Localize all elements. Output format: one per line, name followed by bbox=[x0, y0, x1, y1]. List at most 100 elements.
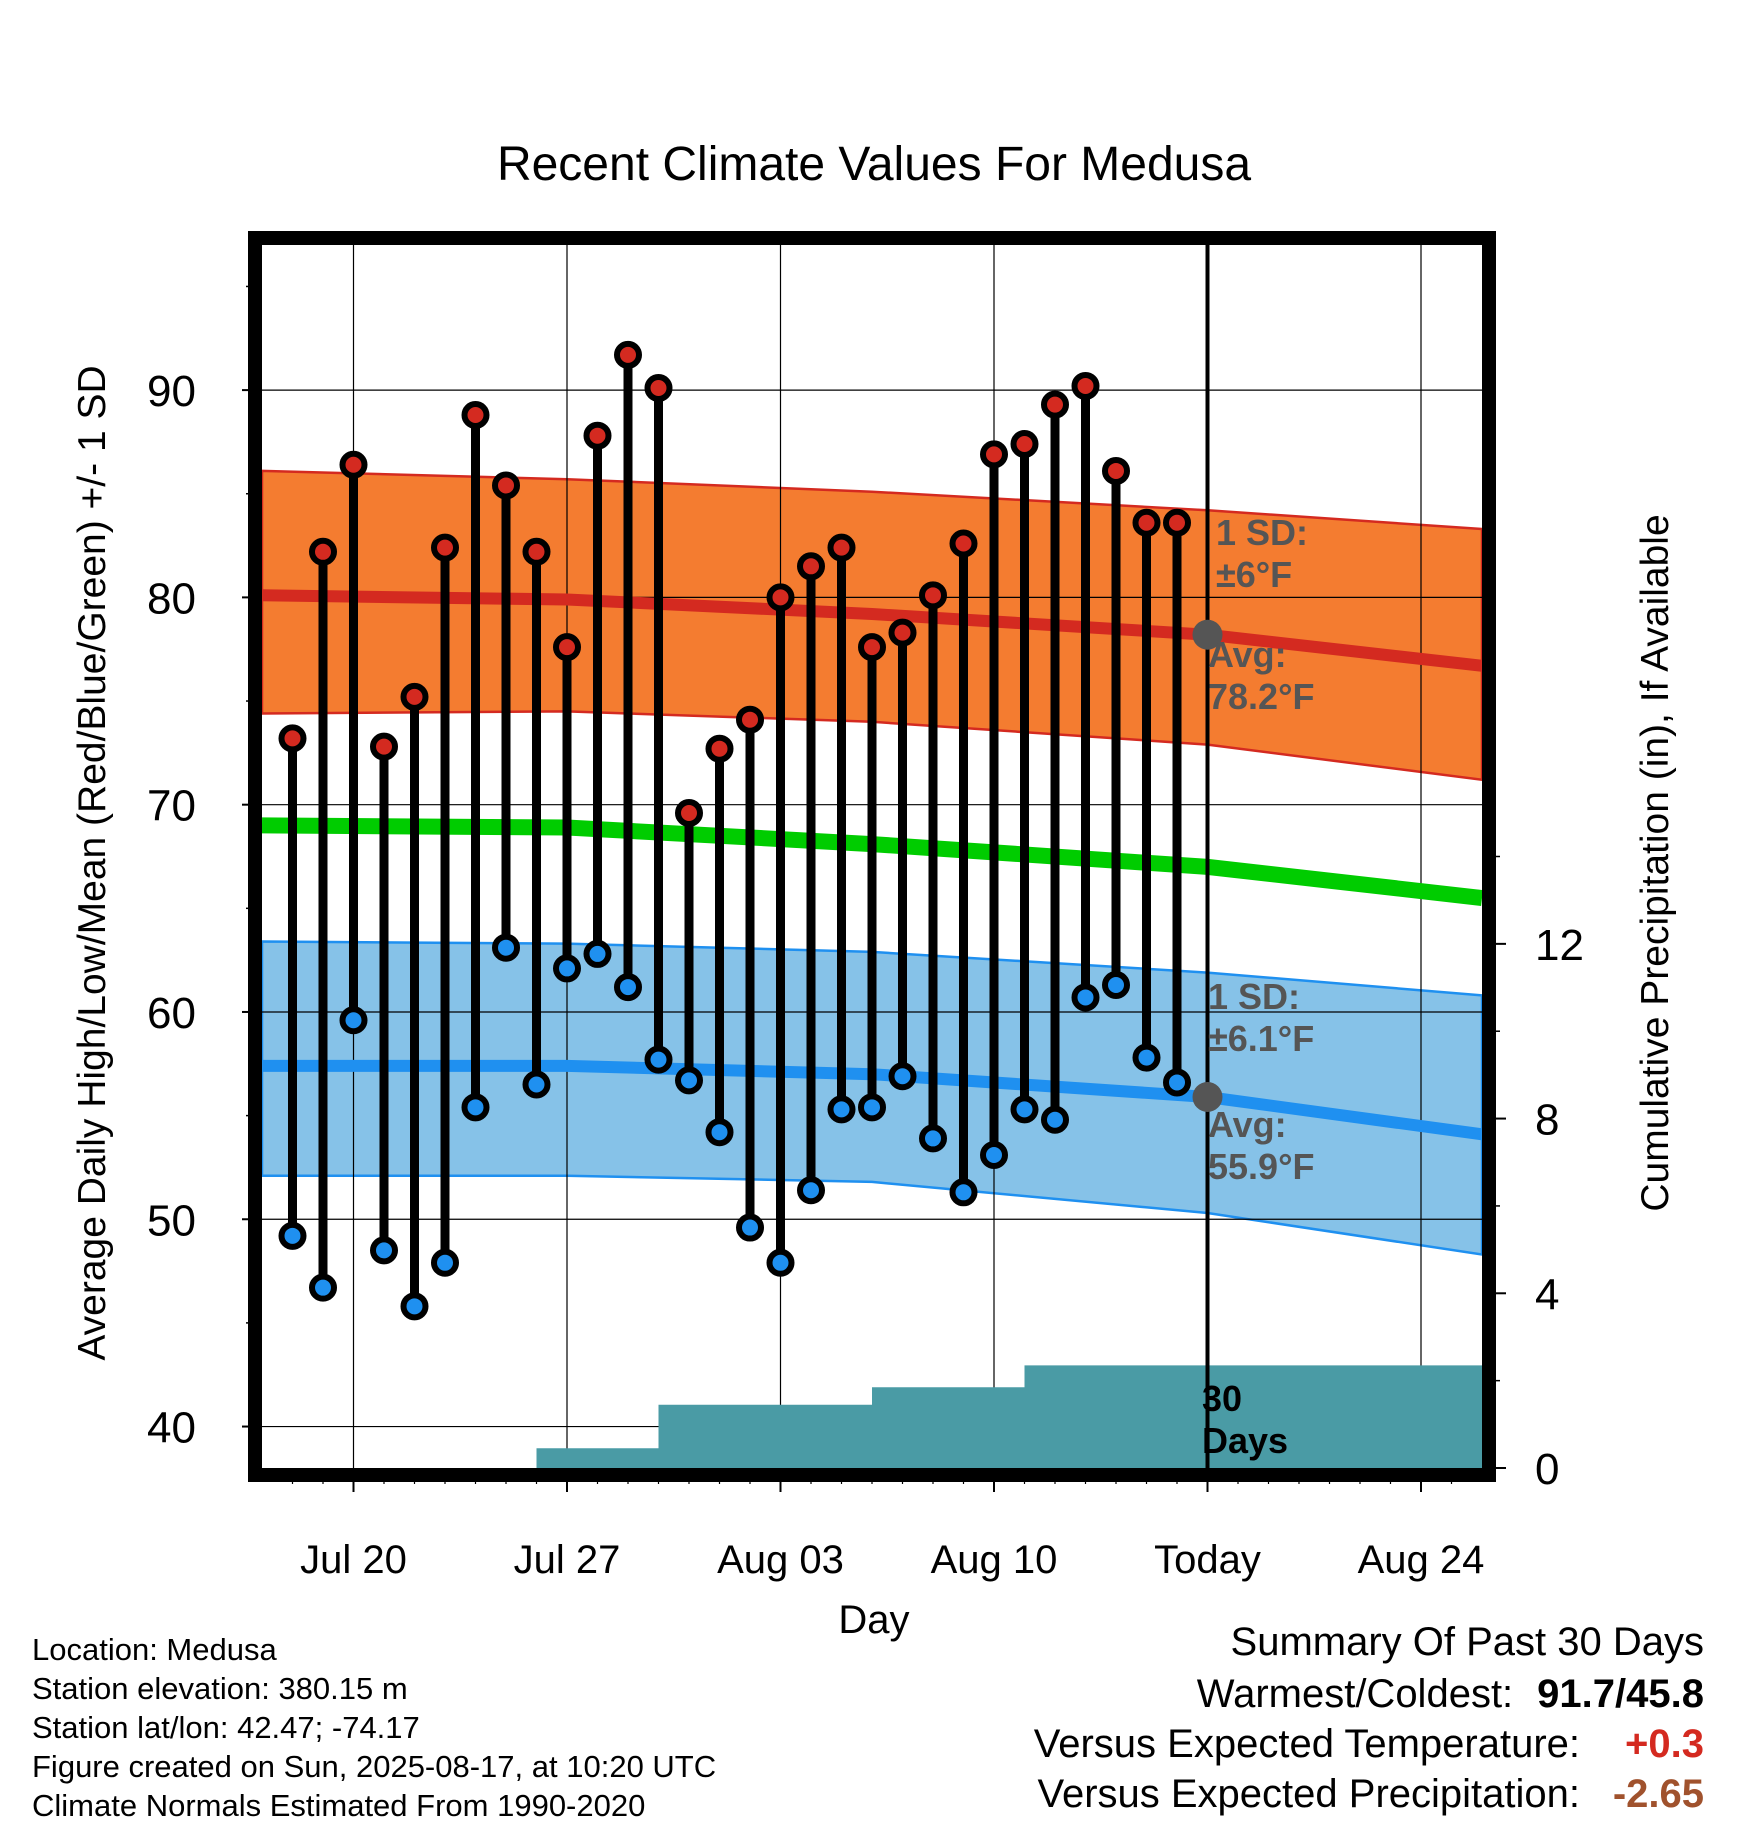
y2-tick-label: 0 bbox=[1535, 1445, 1559, 1494]
high-temp-point bbox=[949, 529, 978, 558]
high-temp-point bbox=[736, 705, 764, 734]
chart-title: Recent Climate Values For Medusa bbox=[497, 138, 1251, 191]
low-temp-point bbox=[1041, 1105, 1069, 1134]
days-annotation: 30 Days bbox=[1202, 1378, 1288, 1461]
info-location: Location: Medusa bbox=[32, 1632, 277, 1667]
high-temp-point bbox=[431, 533, 459, 562]
today-avg-low-marker bbox=[1192, 1081, 1223, 1112]
x-axis-label: Day bbox=[838, 1598, 909, 1642]
precipitation-value: -2.65 bbox=[1612, 1772, 1704, 1816]
high-temp-point bbox=[919, 581, 947, 610]
high-temp-point bbox=[461, 400, 490, 429]
y-tick-label: 40 bbox=[147, 1404, 196, 1453]
high-temp-point bbox=[858, 633, 886, 662]
y2-tick-label: 12 bbox=[1535, 921, 1584, 970]
low-temp-point bbox=[888, 1062, 917, 1091]
high-temp-point bbox=[278, 724, 307, 753]
low-temp-point bbox=[614, 973, 642, 1002]
low-temp-point bbox=[1132, 1043, 1161, 1072]
low-temp-point bbox=[919, 1124, 947, 1153]
summary-temperature: Versus Expected Temperature: +0.3 bbox=[1034, 1722, 1704, 1767]
y-tick-label: 50 bbox=[147, 1196, 196, 1245]
warmest-coldest-label: Warmest/Coldest: bbox=[1196, 1672, 1514, 1716]
high-temp-point bbox=[766, 583, 795, 612]
low-temp-point bbox=[1163, 1068, 1191, 1097]
low-temp-point bbox=[675, 1066, 703, 1095]
high-temp-point bbox=[827, 533, 856, 562]
low-temp-point bbox=[766, 1248, 795, 1277]
high-temp-point bbox=[370, 732, 398, 761]
low-temp-point bbox=[644, 1045, 673, 1074]
y2-axis-label: Cumulative Precipitation (in), If Availa… bbox=[1634, 514, 1677, 1211]
info-normals: Climate Normals Estimated From 1990-2020 bbox=[32, 1788, 646, 1823]
x-tick-label: Today bbox=[1154, 1538, 1261, 1582]
y-axis-label: Average Daily High/Low/Mean (Red/Blue/Gr… bbox=[71, 365, 114, 1360]
high-avg-annotation: Avg: 78.2°F bbox=[1208, 634, 1314, 717]
high-temp-point bbox=[492, 471, 520, 500]
y2-tick-label: 8 bbox=[1535, 1096, 1559, 1145]
low-sd-annotation: 1 SD: ±6.1°F bbox=[1208, 976, 1314, 1059]
low-temp-point bbox=[553, 954, 581, 983]
x-tick-label: Aug 03 bbox=[717, 1538, 844, 1582]
precip-area bbox=[262, 1365, 1482, 1468]
high-temp-point bbox=[339, 450, 368, 479]
high-temp-point bbox=[705, 734, 734, 763]
today-avg-high-marker bbox=[1192, 619, 1223, 650]
low-temp-point bbox=[492, 933, 520, 962]
high-temp-point bbox=[644, 374, 673, 403]
x-tick-label: Jul 20 bbox=[300, 1538, 407, 1582]
summary-precipitation: Versus Expected Precipitation: -2.65 bbox=[1037, 1772, 1704, 1817]
high-temp-point bbox=[522, 537, 551, 566]
avg-high-line bbox=[262, 589, 1482, 672]
plot-inner: 1 SD: ±6°F Avg: 78.2°F 1 SD: ±6.1°F Avg: 55.9°F… bbox=[262, 245, 1482, 1468]
low-temp-point bbox=[1071, 983, 1100, 1012]
x-tick-label: Jul 27 bbox=[514, 1538, 621, 1582]
y2-tick-label: 4 bbox=[1535, 1270, 1559, 1319]
low-temp-point bbox=[858, 1093, 886, 1122]
summary-title: Summary Of Past 30 Days bbox=[1230, 1620, 1704, 1664]
warmest-coldest-value: 91.7/45.8 bbox=[1537, 1672, 1704, 1716]
low-avg-annotation: Avg: 55.9°F bbox=[1208, 1104, 1314, 1187]
summary-warmest-coldest: Warmest/Coldest: 91.7/45.8 bbox=[1197, 1672, 1704, 1717]
high-temp-point bbox=[614, 340, 642, 369]
low-temp-point bbox=[400, 1292, 429, 1321]
high-temp-point bbox=[1071, 371, 1100, 400]
low-temp-point bbox=[827, 1095, 856, 1124]
plot-area: 1 SD: ±6°F Avg: 78.2°F 1 SD: ±6.1°F Avg: 55.9°F… bbox=[147, 231, 1584, 1582]
low-temp-point bbox=[1102, 971, 1130, 1000]
low-temp-point bbox=[1010, 1095, 1039, 1124]
high-temp-point bbox=[797, 552, 825, 581]
high-temp-point bbox=[583, 421, 612, 450]
y-tick-label: 90 bbox=[147, 367, 196, 416]
temperature-value: +0.3 bbox=[1625, 1722, 1704, 1766]
low-temp-point bbox=[583, 939, 612, 968]
y-tick-label: 70 bbox=[147, 782, 196, 831]
high-temp-point bbox=[980, 440, 1008, 469]
low-temp-point bbox=[278, 1221, 307, 1250]
high-temp-point bbox=[553, 633, 581, 662]
high-temp-point bbox=[888, 618, 917, 647]
low-temp-point bbox=[980, 1140, 1008, 1169]
low-temp-point bbox=[309, 1273, 337, 1302]
high-temp-point bbox=[1010, 429, 1039, 458]
low-temp-point bbox=[797, 1176, 825, 1205]
low-temp-point bbox=[949, 1178, 978, 1207]
high-temp-point bbox=[1041, 390, 1069, 419]
high-temp-point bbox=[1102, 456, 1130, 485]
high-temp-point bbox=[1163, 508, 1191, 537]
high-temp-point bbox=[675, 798, 703, 827]
high-temp-point bbox=[1132, 508, 1161, 537]
temperature-label: Versus Expected Temperature: bbox=[1033, 1722, 1580, 1766]
info-created: Figure created on Sun, 2025-08-17, at 10… bbox=[32, 1749, 717, 1784]
low-temp-point bbox=[736, 1213, 764, 1242]
high-temp-point bbox=[400, 682, 429, 711]
low-temp-point bbox=[705, 1118, 734, 1147]
precipitation-label: Versus Expected Precipitation: bbox=[1037, 1772, 1580, 1816]
info-latlon: Station lat/lon: 42.47; -74.17 bbox=[32, 1710, 420, 1745]
y-tick-label: 80 bbox=[147, 574, 196, 623]
low-temp-point bbox=[461, 1093, 490, 1122]
high-temp-point bbox=[309, 537, 337, 566]
low-temp-point bbox=[431, 1248, 459, 1277]
plot-frame bbox=[248, 231, 1496, 1482]
